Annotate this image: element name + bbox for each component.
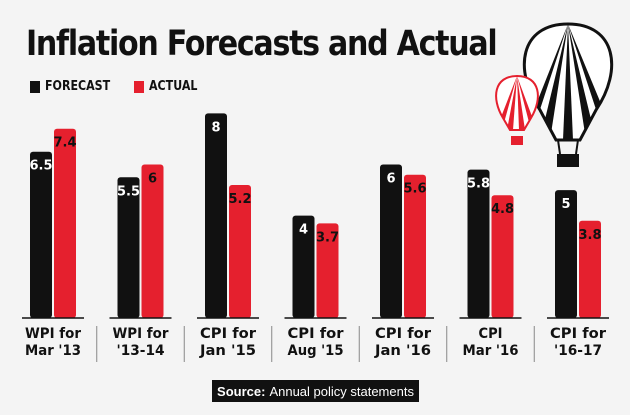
x-tick-label-6-0: CPI for <box>550 326 606 342</box>
data-label-actual-2: 5.2 <box>228 192 251 207</box>
data-label-actual-5: 4.8 <box>491 202 514 217</box>
x-tick-label-2-0: CPI for <box>200 326 256 342</box>
bar-forecast-4 <box>380 164 402 318</box>
data-label-forecast-4: 6 <box>386 172 395 187</box>
bar-actual-2 <box>229 184 251 318</box>
data-label-actual-6: 3.8 <box>578 228 601 243</box>
data-label-forecast-3: 4 <box>299 223 308 238</box>
bar-actual-1 <box>141 164 164 318</box>
legend-swatch-forecast <box>30 80 40 93</box>
data-label-forecast-6: 5 <box>561 197 570 212</box>
legend-item-forecast: FORECAST <box>30 79 122 94</box>
x-tick-label-0-0: WPI for <box>25 326 81 342</box>
bar-actual-6 <box>579 220 601 318</box>
x-tick-label-3-0: CPI for <box>288 326 344 342</box>
legend: FORECAST ACTUAL <box>30 79 218 94</box>
legend-label-forecast: FORECAST <box>45 79 111 94</box>
data-label-forecast-0: 6.5 <box>29 159 52 174</box>
legend-swatch-actual <box>133 80 144 93</box>
bar-forecast-0 <box>30 151 52 318</box>
x-tick-label-4-0: CPI for <box>375 326 431 342</box>
x-tick-label-0-1: Mar '13 <box>25 343 81 359</box>
bar-actual-3 <box>316 223 339 318</box>
x-tick-label-3-1: Aug '15 <box>288 343 344 359</box>
data-label-forecast-1: 5.5 <box>117 184 140 199</box>
x-tick-label-4-1: Jan '16 <box>374 343 431 359</box>
bar-forecast-2 <box>205 113 227 318</box>
legend-label-actual: ACTUAL <box>148 79 198 94</box>
x-tick-label-5-0: CPI <box>479 326 503 342</box>
chart-title: Inflation Forecasts and Actual <box>26 24 498 64</box>
source-text: Annual policy statements <box>269 383 414 399</box>
bar-actual-4 <box>404 174 426 318</box>
data-label-actual-1: 6 <box>148 172 157 187</box>
x-tick-label-1-1: '13-14 <box>117 343 165 359</box>
data-label-actual-3: 3.7 <box>316 230 339 245</box>
x-tick-label-6-1: '16-17 <box>554 343 602 359</box>
bar-actual-0 <box>54 128 76 318</box>
bar-forecast-3 <box>292 215 315 318</box>
source-label: Source: <box>217 383 266 399</box>
bar-chart: 6.57.4 5.5 6 8 5.2 4 3.7 6 5.6 5.84.8 5 3.8 WPI for… <box>22 113 609 362</box>
x-tick-label-2-1: Jan '15 <box>199 343 256 359</box>
bar-actual-5 <box>491 195 514 318</box>
legend-item-actual: ACTUAL <box>133 79 206 94</box>
bar-forecast-1 <box>117 177 140 318</box>
data-label-forecast-2: 8 <box>211 120 220 135</box>
data-label-forecast-5: 5.8 <box>467 177 490 192</box>
bar-forecast-5 <box>467 169 490 318</box>
source-note: Source: Annual policy statements <box>212 380 419 402</box>
x-tick-label-1-0: WPI for <box>113 326 169 342</box>
hot-air-balloon-icon <box>495 22 614 167</box>
bar-forecast-6 <box>555 190 577 318</box>
data-label-actual-4: 5.6 <box>403 182 426 197</box>
x-tick-label-5-1: Mar '16 <box>463 343 519 359</box>
data-label-actual-0: 7.4 <box>53 136 76 151</box>
